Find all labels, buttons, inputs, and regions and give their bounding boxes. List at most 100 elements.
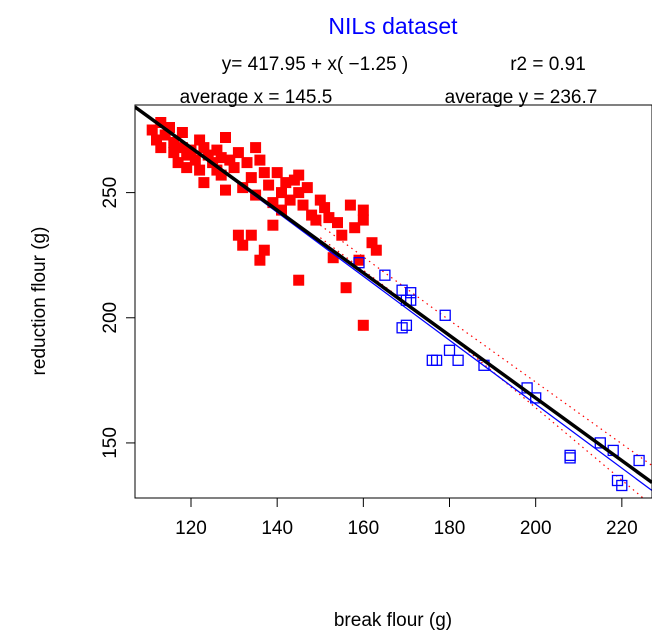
data-point-filled bbox=[301, 182, 313, 194]
data-point-filled bbox=[357, 319, 369, 331]
data-point-filled bbox=[276, 187, 287, 199]
data-point-filled bbox=[224, 154, 236, 166]
data-point-open bbox=[616, 479, 628, 492]
data-point-filled bbox=[293, 187, 305, 199]
data-point-filled bbox=[159, 129, 171, 141]
data-point-filled bbox=[232, 229, 244, 241]
y-tick-label: 250 bbox=[100, 177, 121, 209]
data-point-filled bbox=[357, 214, 369, 226]
data-point-filled bbox=[172, 157, 184, 169]
data-point-filled bbox=[228, 162, 240, 174]
data-point-filled bbox=[349, 222, 361, 234]
data-point-filled bbox=[189, 154, 201, 166]
data-point-filled bbox=[332, 217, 343, 229]
y-tick-label: 150 bbox=[100, 427, 121, 459]
y-axis-label: reduction flour (g) bbox=[29, 227, 50, 376]
data-point-open bbox=[426, 354, 438, 366]
data-point-filled bbox=[258, 244, 270, 256]
data-point-filled bbox=[198, 177, 210, 189]
data-point-filled bbox=[151, 134, 162, 146]
data-point-filled bbox=[327, 252, 339, 264]
data-point-filled bbox=[202, 149, 214, 161]
data-point-filled bbox=[254, 154, 266, 166]
data-point-open bbox=[443, 344, 456, 356]
data-point-filled bbox=[245, 229, 257, 241]
data-point-filled bbox=[232, 147, 244, 159]
data-point-filled bbox=[146, 124, 158, 136]
data-point-filled bbox=[215, 152, 227, 164]
x-axis-label: break flour (g) bbox=[334, 610, 452, 631]
data-point-filled bbox=[340, 282, 352, 294]
plot-frame bbox=[134, 104, 652, 499]
data-point-filled bbox=[314, 194, 326, 206]
chart-title: NILs dataset bbox=[328, 13, 458, 39]
data-point-filled bbox=[220, 132, 231, 143]
regression-line bbox=[135, 105, 652, 484]
data-point-filled bbox=[254, 254, 266, 266]
data-point-filled bbox=[194, 164, 206, 176]
data-point-filled bbox=[284, 194, 296, 206]
data-point-open bbox=[379, 269, 391, 281]
data-point-filled bbox=[258, 167, 270, 179]
data-point-open bbox=[400, 319, 413, 331]
data-point-filled bbox=[267, 219, 279, 231]
data-point-filled bbox=[168, 147, 180, 159]
data-point-filled bbox=[293, 274, 305, 286]
data-point-filled bbox=[250, 142, 262, 154]
data-point-filled bbox=[276, 204, 287, 216]
x-axis: 120 140 160 180 200 220 bbox=[175, 498, 638, 539]
data-point-filled bbox=[280, 177, 292, 189]
data-point-filled bbox=[310, 214, 322, 226]
data-point-filled bbox=[267, 197, 279, 209]
data-point-filled bbox=[293, 169, 305, 181]
data-point-filled bbox=[176, 127, 188, 138]
x-tick-label: 220 bbox=[606, 518, 638, 539]
y-tick-label: 200 bbox=[100, 302, 121, 334]
data-point-open bbox=[396, 322, 408, 334]
x-tick-label: 120 bbox=[175, 518, 207, 539]
data-point-filled bbox=[271, 167, 283, 179]
data-point-filled bbox=[211, 144, 223, 156]
data-point-filled bbox=[176, 142, 188, 154]
data-point-filled bbox=[215, 169, 227, 181]
data-point-open bbox=[430, 354, 443, 366]
data-point-filled bbox=[370, 244, 382, 256]
data-point-filled bbox=[168, 137, 180, 148]
data-point-open bbox=[405, 287, 417, 299]
data-point-filled bbox=[336, 229, 348, 241]
data-point-filled bbox=[181, 162, 193, 174]
x-tick-label: 200 bbox=[520, 518, 552, 539]
equation-annotation: y= 417.95 + x( −1.25 ) bbox=[222, 54, 408, 75]
data-point-filled bbox=[155, 142, 167, 154]
data-point-open bbox=[564, 452, 576, 464]
data-point-filled bbox=[353, 254, 365, 266]
data-point-filled bbox=[155, 117, 167, 128]
plot-area bbox=[135, 105, 652, 498]
data-point-filled bbox=[344, 199, 356, 211]
confidence-band-upper bbox=[319, 224, 652, 466]
data-point-filled bbox=[245, 172, 257, 184]
data-point-filled bbox=[297, 199, 309, 211]
data-point-filled bbox=[194, 134, 206, 146]
data-point-filled bbox=[357, 204, 369, 216]
data-point-open bbox=[530, 392, 542, 404]
data-point-open bbox=[564, 449, 576, 462]
data-point-filled bbox=[198, 142, 210, 154]
x-tick-label: 140 bbox=[261, 518, 293, 539]
data-point-open bbox=[633, 454, 645, 467]
data-point-filled bbox=[319, 202, 331, 214]
data-point-open bbox=[452, 354, 464, 366]
data-point-filled bbox=[241, 157, 253, 169]
data-point-filled bbox=[366, 237, 378, 249]
data-point-filled bbox=[185, 144, 197, 156]
average-x-annotation: average x = 145.5 bbox=[180, 87, 333, 108]
data-point-filled bbox=[323, 212, 335, 224]
average-y-annotation: average y = 236.7 bbox=[445, 87, 598, 108]
x-tick-label: 160 bbox=[347, 518, 379, 539]
data-point-filled bbox=[263, 179, 275, 191]
data-point-filled bbox=[220, 184, 231, 196]
y-axis: 150 200 250 bbox=[100, 177, 135, 459]
data-point-filled bbox=[237, 239, 249, 251]
r2-annotation: r2 = 0.91 bbox=[510, 54, 586, 75]
